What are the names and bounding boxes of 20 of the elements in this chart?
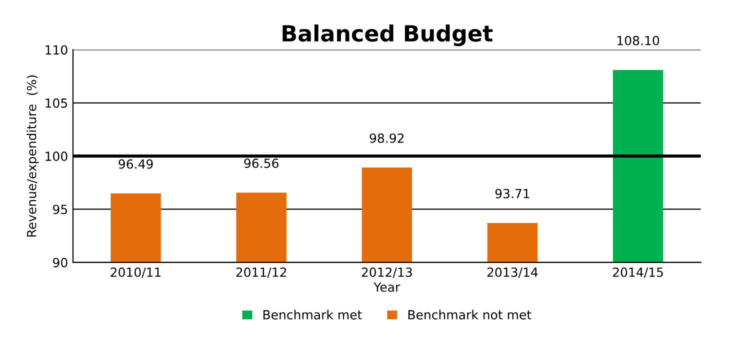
y-tick-label: 105 <box>46 98 68 108</box>
x-tick-label: 2014/15 <box>612 267 663 278</box>
data-label: 108.10 <box>618 36 660 46</box>
x-tick-label: 2011/12 <box>236 267 286 278</box>
y-tick-label: 110 <box>46 45 68 55</box>
data-label: 98.92 <box>370 133 404 143</box>
data-label: 96.56 <box>244 158 278 168</box>
y-tick-label: 100 <box>46 152 68 161</box>
x-tick-label: 2012/13 <box>362 267 412 278</box>
y-axis-title: Revenue/expenditure (%) <box>26 75 39 237</box>
chart-title: Balanced Budget <box>282 24 493 46</box>
data-label: 93.71 <box>495 188 530 198</box>
legend-label: Benchmark not met <box>408 310 532 320</box>
x-tick-label: 2010/11 <box>110 267 161 278</box>
y-tick-label: 90 <box>53 258 68 268</box>
legend-label: Benchmark met <box>263 310 362 320</box>
data-label: 96.49 <box>118 159 153 169</box>
y-tick-label: 95 <box>53 204 68 214</box>
x-axis-title: Year <box>374 282 400 292</box>
x-tick-label: 2013/14 <box>487 267 538 278</box>
